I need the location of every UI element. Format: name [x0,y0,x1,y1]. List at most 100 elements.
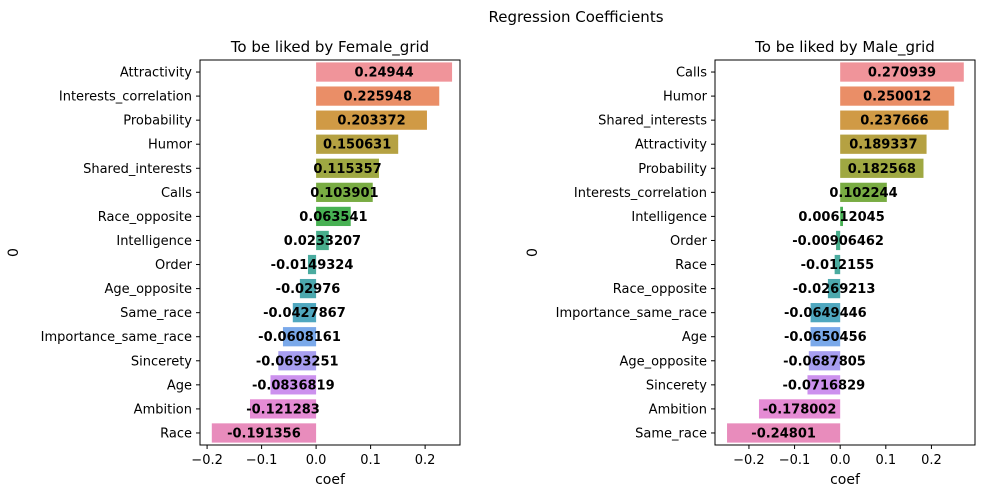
male-y-tick-label: Importance_same_race [556,306,707,321]
female-y-tick-label: Importance_same_race [41,330,192,345]
male-x-tick-label: −0.2 [733,453,765,468]
male-bar-sincerety [807,375,841,395]
female-y-tick-label: Probability [123,114,192,129]
female-bar-value-label: -0.02976 [276,282,341,297]
female-bar-age [270,375,317,395]
female-bar-value-label: 0.203372 [337,114,405,129]
male-y-tick-label: Same_race [635,426,707,441]
female-bar-interests-correlation [316,86,440,106]
male-bar-value-label: 0.250012 [863,90,931,105]
female-bar-value-label: -0.0608161 [258,330,341,345]
right-panel: 0.270939 0.250012 0.237666 0.189337 0.182568… [525,38,976,488]
male-bar-importance-same-race [810,303,841,323]
female-x-tick-label: 0.1 [360,453,381,468]
female-bar-value-label: -0.0836819 [252,378,335,393]
female-y-axis-title: 0 [6,248,22,257]
female-y-tick-label: Same_race [120,306,192,321]
female-y-tick-label: Age_opposite [104,282,192,297]
female-y-tick-label: Ambition [134,402,192,417]
male-bar-age [810,327,841,347]
female-bar-same-race [292,303,317,323]
male-bar-race-opposite [827,278,841,299]
male-bar-age-opposite [808,351,841,371]
female-bar-value-label: -0.0149324 [271,258,354,273]
male-y-tick-label: Sincerety [646,378,707,393]
female-bar-age-opposite [299,278,317,299]
female-bar-importance-same-race [282,327,317,347]
male-y-tick-label: Attractivity [635,138,707,153]
male-y-axis-title: 0 [525,248,541,257]
male-bar-interests-correlation [840,182,887,202]
female-bar-race [211,423,317,443]
female-bar-value-label: 0.150631 [323,138,391,153]
male-bar-value-label: -0.0269213 [793,282,876,297]
male-bar-value-label: 0.182568 [848,162,916,177]
female-x-axis-title: coef [315,472,346,488]
female-y-tick-label: Sincerety [131,354,192,369]
female-bar-intelligence [316,230,329,251]
female-y-tick-label: Order [155,258,193,273]
female-plot-frame [199,59,461,446]
male-x-axis-title: coef [830,472,861,488]
male-y-tick-label: Order [670,234,708,249]
male-x-tick-label: 0.2 [921,453,942,468]
male-y-tick-label: Age_opposite [619,354,707,369]
female-bar-value-label: 0.115357 [313,162,381,177]
male-x-tick-label: 0.1 [875,453,896,468]
female-y-tick-label: Shared_interests [83,162,192,177]
female-bar-attractivity [316,62,453,82]
male-bar-order [836,230,841,251]
female-bar-probability [316,110,427,130]
female-panel-title: To be liked by Female_grid [230,38,429,57]
male-panel-title: To be liked by Male_grid [754,38,935,57]
male-bar-value-label: 0.270939 [868,66,936,81]
male-bar-value-label: -0.0650456 [784,330,867,345]
male-bar-value-label: 0.189337 [849,138,917,153]
male-plot-frame [714,59,976,446]
male-bar-value-label: 0.237666 [860,114,928,129]
male-bar-ambition [758,399,841,419]
male-bar-same-race [727,423,841,443]
male-y-tick-label: Ambition [649,402,707,417]
female-bar-value-label: 0.103901 [310,186,378,201]
male-bar-value-label: 0.102244 [829,186,897,201]
female-bar-shared-interests [316,158,379,178]
female-bar-value-label: 0.063541 [299,210,367,225]
male-bar-value-label: -0.178002 [763,402,837,417]
female-x-tick-label: −0.2 [191,453,223,468]
male-bar-value-label: -0.0649446 [784,306,867,321]
female-bar-calls [316,182,373,202]
male-y-tick-label: Race_opposite [613,282,707,297]
female-bar-value-label: 0.225948 [344,90,412,105]
female-y-tick-label: Race_opposite [98,210,192,225]
male-bar-value-label: -0.24801 [751,426,816,441]
male-bar-race [834,254,841,275]
male-y-tick-label: Race [675,258,707,273]
female-bar-value-label: -0.0427867 [263,306,346,321]
male-bar-value-label: -0.00906462 [792,234,884,249]
male-y-tick-label: Humor [663,90,708,105]
male-bar-probability [840,158,924,178]
male-bar-value-label: -0.0687805 [783,354,866,369]
left-panel: 0.24944 0.225948 0.203372 0.150631 0.115357 0… [6,38,461,488]
figure-suptitle: Regression Coefficients [488,8,663,26]
female-y-tick-label: Attractivity [120,66,192,81]
female-x-tick-label: 0.2 [415,453,436,468]
female-x-tick-label: −0.1 [246,453,278,468]
male-y-tick-label: Probability [638,162,707,177]
female-y-tick-label: Intelligence [116,234,192,249]
male-y-tick-label: Calls [676,66,707,81]
male-y-tick-label: Interests_correlation [574,186,707,201]
female-bar-ambition [249,399,317,419]
male-bar-value-label: 0.00612045 [798,210,884,225]
female-bar-value-label: 0.24944 [354,66,413,81]
female-bar-humor [316,134,399,154]
female-bar-sincerety [278,351,317,371]
male-x-tick-label: −0.1 [779,453,811,468]
female-y-tick-label: Interests_correlation [59,90,192,105]
female-bar-order [307,254,317,275]
female-y-tick-label: Age [167,378,192,393]
female-y-tick-label: Race [160,426,192,441]
